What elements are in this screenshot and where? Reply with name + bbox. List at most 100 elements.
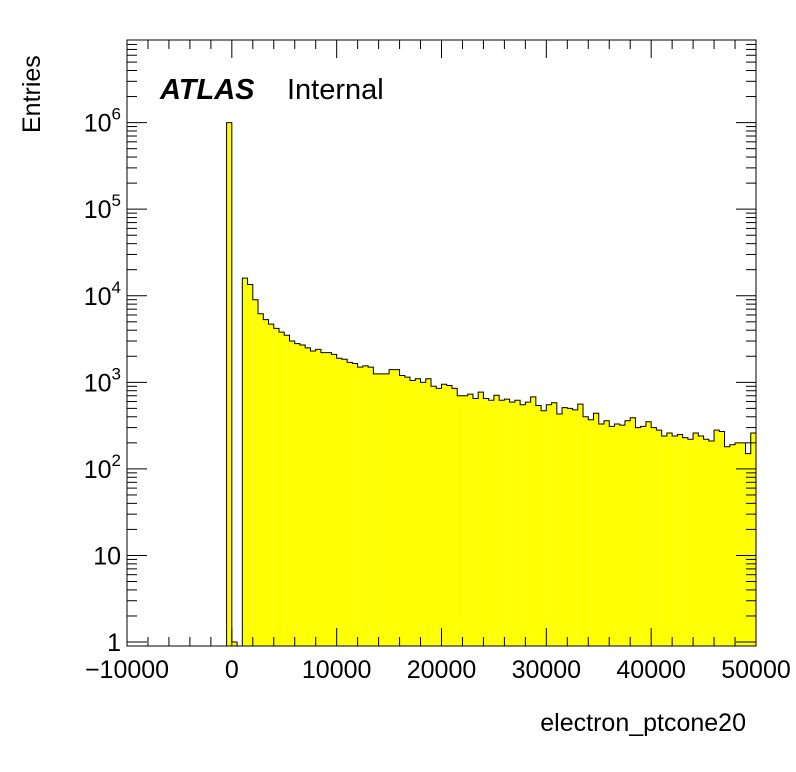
- histogram-bar: [666, 432, 673, 646]
- histogram-bar: [368, 367, 374, 646]
- histogram-bar: [341, 359, 348, 646]
- histogram-bar: [462, 395, 468, 646]
- histogram-bar: [551, 402, 557, 646]
- x-tick-label: 50000: [721, 656, 791, 684]
- histogram-bar: [488, 400, 494, 646]
- histogram-bar: [242, 278, 248, 646]
- histogram-bar: [252, 299, 259, 646]
- y-tick-label: 1: [107, 629, 121, 657]
- histogram-bar: [436, 388, 442, 646]
- histogram-bar: [520, 404, 526, 646]
- histogram-bar: [556, 414, 563, 646]
- histogram-bar: [247, 284, 253, 646]
- histogram-bar: [457, 395, 463, 646]
- histogram-bar: [609, 426, 615, 646]
- histogram-bar: [357, 367, 363, 646]
- histogram-bar: [567, 408, 573, 646]
- histogram-bar: [383, 373, 390, 646]
- histogram-bar: [331, 354, 337, 646]
- histogram-bar: [583, 416, 589, 646]
- histogram-bar: [651, 427, 657, 646]
- histogram-bar: [724, 446, 730, 646]
- y-tick-label: 105: [84, 191, 121, 224]
- x-tick-label: 20000: [407, 656, 477, 684]
- y-tick-label: 106: [84, 105, 121, 138]
- histogram-bar: [714, 430, 720, 646]
- histogram-bar: [635, 427, 641, 646]
- histogram-bar: [693, 432, 699, 646]
- histogram-bar: [263, 319, 269, 646]
- x-tick-label: 30000: [512, 656, 582, 684]
- histogram-bar: [431, 386, 437, 646]
- histogram-bar: [446, 385, 452, 646]
- histogram-bar: [279, 332, 285, 646]
- axis-tick-labels: −10000 0 10000 20000 30000 40000 50000 1 10 102 10…: [84, 105, 791, 684]
- histogram-bar: [258, 313, 264, 646]
- histogram-bar: [619, 425, 625, 646]
- histogram-bar: [645, 421, 652, 646]
- x-axis-title: electron_ptcone20: [540, 709, 746, 737]
- histogram-bar: [672, 435, 678, 646]
- histogram-outline: [226, 122, 756, 647]
- y-tick-label: 103: [84, 364, 121, 397]
- histogram-bar: [284, 335, 290, 646]
- histogram-bar: [420, 382, 426, 646]
- histogram-bar: [708, 441, 715, 646]
- histogram-bar: [525, 402, 531, 646]
- histogram-bar: [394, 369, 400, 646]
- histogram-bar: [687, 439, 694, 646]
- histogram-bar: [326, 352, 332, 646]
- histogram-bar: [624, 420, 631, 646]
- histogram-bar: [630, 417, 636, 646]
- histogram-bar: [362, 365, 369, 646]
- histogram-bar: [299, 344, 306, 646]
- x-tick-label: 0: [225, 656, 239, 684]
- histogram-bar: [546, 404, 552, 646]
- histogram-bars: [226, 122, 756, 647]
- x-tick-label: 40000: [616, 656, 686, 684]
- histogram-bar: [598, 424, 604, 646]
- histogram-bar: [226, 122, 232, 647]
- histogram-bar: [577, 404, 584, 646]
- histogram-bar: [451, 388, 458, 646]
- histogram-bar: [719, 431, 725, 646]
- y-axis-title: Entries: [18, 55, 46, 133]
- axis-ticks: [126, 39, 757, 646]
- histogram-bar: [305, 347, 311, 646]
- histogram-bar: [268, 324, 274, 646]
- histogram-bar: [373, 373, 379, 646]
- histogram-bar: [614, 424, 620, 646]
- x-tick-label: 10000: [302, 656, 372, 684]
- histogram-bar: [415, 378, 421, 646]
- histogram-bar: [472, 398, 479, 646]
- histogram-bar: [703, 439, 709, 646]
- histogram-bar: [273, 328, 280, 646]
- histogram-bar: [530, 396, 536, 646]
- histogram-bar: [315, 349, 321, 646]
- y-tick-label: 104: [84, 278, 121, 311]
- histogram-bar: [729, 444, 736, 646]
- histogram-bar: [389, 369, 395, 646]
- histogram-bar: [478, 392, 484, 646]
- histogram-bar: [441, 384, 447, 646]
- histogram-bar: [740, 442, 746, 646]
- histogram-bar: [682, 437, 688, 646]
- histogram-bar: [404, 377, 411, 646]
- histogram-bar: [677, 434, 683, 646]
- histogram-bar: [347, 362, 353, 646]
- histogram-bar: [514, 400, 521, 646]
- histogram-bar: [656, 430, 662, 646]
- atlas-label: ATLAS: [159, 74, 255, 106]
- histogram-bar: [410, 380, 416, 646]
- histogram-bar: [231, 642, 238, 646]
- histogram-bar: [499, 400, 505, 646]
- histogram-bar: [483, 398, 489, 646]
- histogram-bar: [572, 409, 578, 646]
- histogram-bar: [425, 378, 432, 646]
- histogram-bar: [562, 407, 568, 646]
- histogram-bar: [352, 363, 358, 646]
- histogram-bar: [467, 394, 473, 646]
- y-tick-label: 10: [93, 542, 121, 570]
- histogram-bar: [320, 352, 327, 646]
